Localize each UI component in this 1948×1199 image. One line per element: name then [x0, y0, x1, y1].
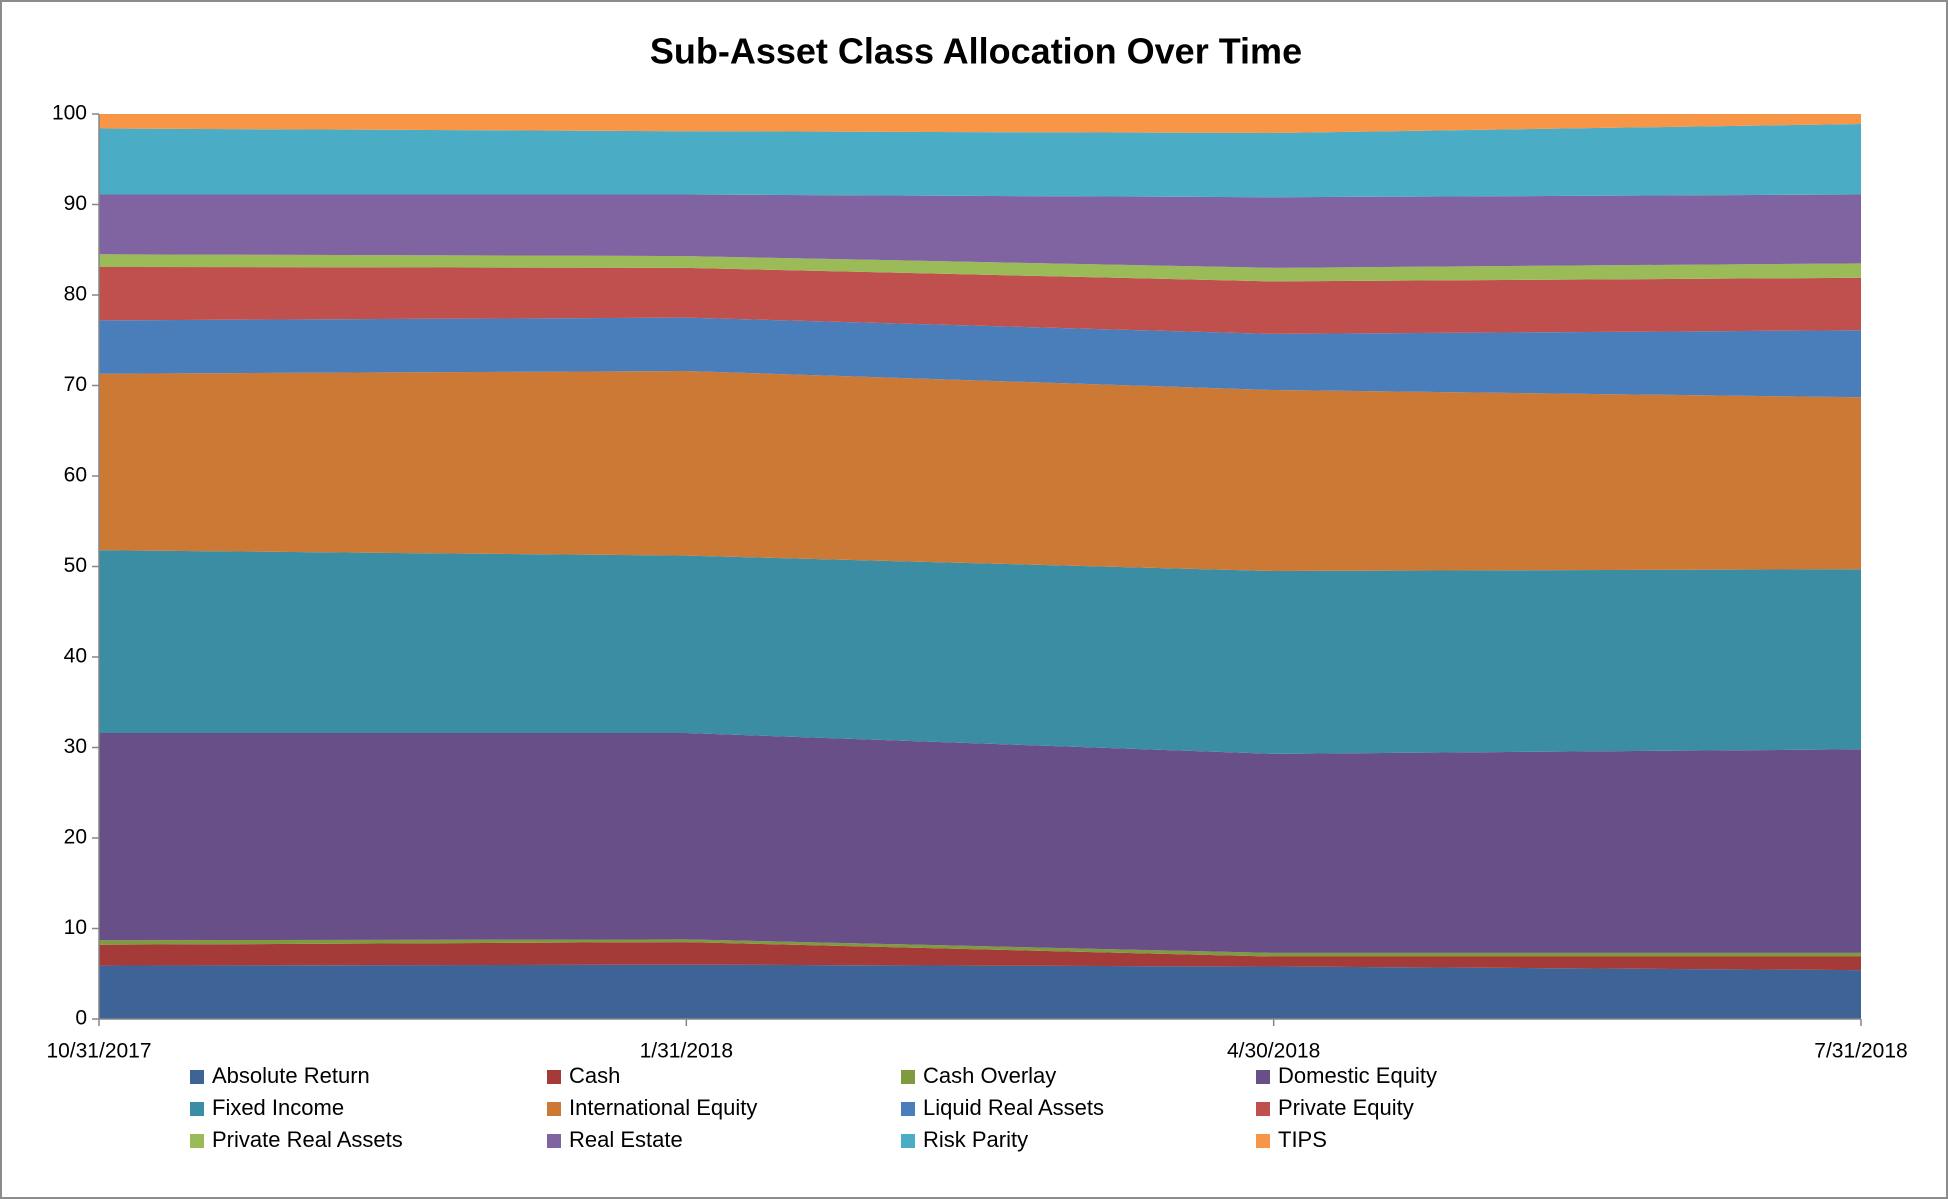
area-series: [99, 194, 1861, 268]
area-series: [99, 939, 1861, 957]
y-tick-label: 20: [64, 826, 87, 849]
area-series: [99, 114, 1861, 134]
y-tick-label: 0: [75, 1007, 87, 1030]
legend-swatch: [190, 1070, 204, 1084]
legend-swatch: [547, 1134, 561, 1148]
y-tick-label: 70: [64, 373, 87, 396]
area-series: [99, 123, 1861, 198]
legend-swatch: [190, 1102, 204, 1116]
legend-label: Private Equity: [1278, 1095, 1414, 1120]
y-tick-label: 40: [64, 645, 87, 668]
legend-label: Fixed Income: [212, 1095, 344, 1120]
x-tick-label: 4/30/2018: [1227, 1040, 1320, 1063]
legend-swatch: [547, 1102, 561, 1116]
legend-swatch: [1256, 1070, 1270, 1084]
legend-swatch: [1256, 1134, 1270, 1148]
area-series: [99, 266, 1861, 334]
legend-label: Domestic Equity: [1278, 1063, 1437, 1088]
legend-swatch: [1256, 1102, 1270, 1116]
area-series: [99, 942, 1861, 971]
y-tick-label: 60: [64, 464, 87, 487]
area-series: [99, 733, 1861, 953]
legend-swatch: [901, 1070, 915, 1084]
legend-label: Absolute Return: [212, 1063, 370, 1088]
y-tick-label: 100: [52, 102, 87, 125]
y-tick-label: 50: [64, 554, 87, 577]
area-series: [99, 317, 1861, 398]
legend-label: Cash: [569, 1063, 620, 1088]
legend-swatch: [547, 1070, 561, 1084]
y-tick-label: 90: [64, 192, 87, 215]
area-series: [99, 254, 1861, 282]
legend-label: TIPS: [1278, 1127, 1327, 1152]
area-series: [99, 550, 1861, 754]
legend-label: Risk Parity: [923, 1127, 1028, 1152]
x-tick-label: 10/31/2017: [46, 1040, 151, 1063]
area-series: [99, 964, 1861, 1019]
x-tick-label: 1/31/2018: [640, 1040, 733, 1063]
y-tick-label: 10: [64, 916, 87, 939]
legend-label: Liquid Real Assets: [923, 1095, 1104, 1120]
legend-swatch: [901, 1102, 915, 1116]
legend-label: Private Real Assets: [212, 1127, 403, 1152]
legend-label: International Equity: [569, 1095, 757, 1120]
y-tick-label: 30: [64, 735, 87, 758]
legend-label: Cash Overlay: [923, 1063, 1056, 1088]
area-series: [99, 371, 1861, 572]
legend-swatch: [901, 1134, 915, 1148]
legend-swatch: [190, 1134, 204, 1148]
chart-title: Sub-Asset Class Allocation Over Time: [650, 31, 1302, 72]
y-tick-label: 80: [64, 283, 87, 306]
x-tick-label: 7/31/2018: [1814, 1040, 1907, 1063]
legend-label: Real Estate: [569, 1127, 683, 1152]
plot-area: [99, 114, 1861, 1019]
